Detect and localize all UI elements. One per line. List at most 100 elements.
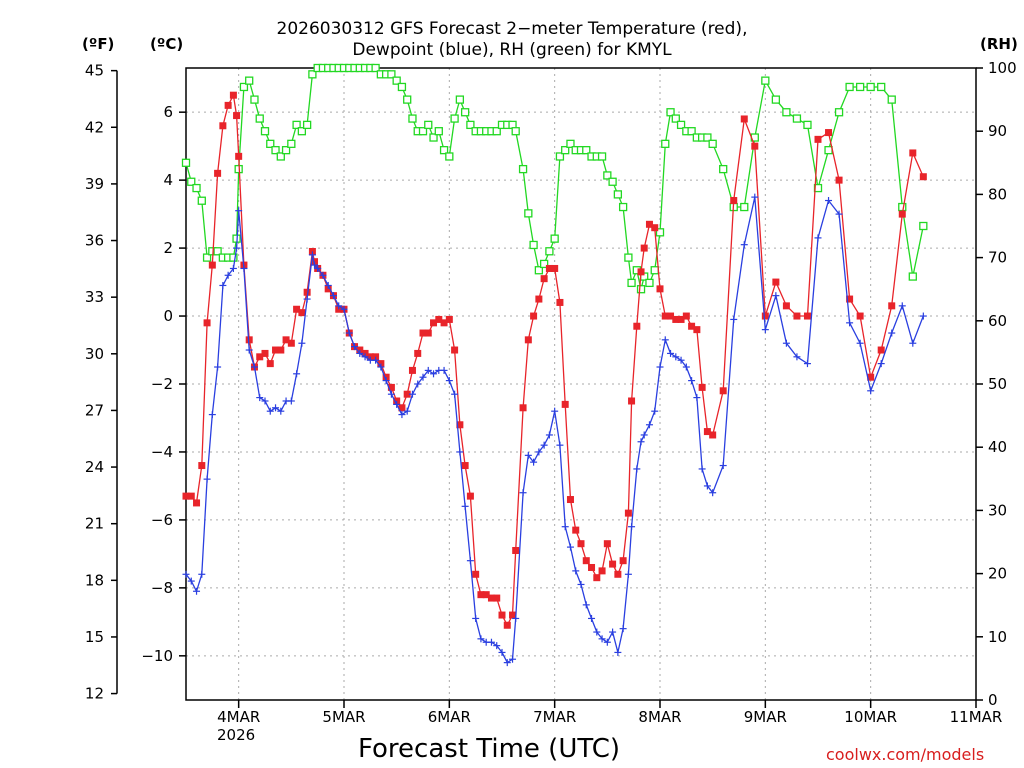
- temperature-point: [509, 611, 517, 619]
- temperature-point: [440, 319, 448, 327]
- temperature-point: [424, 329, 432, 337]
- rh-point: [434, 127, 443, 136]
- rh-point: [450, 114, 459, 123]
- temperature-point: [566, 496, 574, 504]
- rh-point: [792, 114, 802, 123]
- dewpoint-point: [472, 614, 480, 622]
- dewpoint-point: [498, 648, 506, 656]
- x-axis-title: Forecast Time (UTC): [358, 734, 621, 764]
- dewpoint-point: [556, 441, 564, 449]
- temperature-point: [519, 404, 527, 412]
- dewpoint-point: [803, 360, 811, 368]
- temperature-point: [551, 264, 559, 272]
- fahrenheit-tick-label: 42: [85, 118, 104, 136]
- temperature-point: [403, 390, 411, 398]
- fahrenheit-tick-label: 12: [85, 685, 104, 703]
- temperature-point: [619, 557, 627, 565]
- fahrenheit-tick-label: 27: [85, 401, 104, 419]
- dewpoint-point: [398, 411, 406, 419]
- dewpoint-point: [667, 349, 675, 357]
- dewpoint-point: [782, 339, 790, 347]
- dewpoint-point: [909, 339, 917, 347]
- dewpoint-point: [530, 458, 538, 466]
- temperature-point: [888, 302, 896, 310]
- rh-point: [834, 108, 844, 117]
- temperature-point: [761, 312, 769, 320]
- dewpoint-point: [219, 281, 227, 289]
- rh-point: [671, 114, 680, 123]
- dewpoint-point: [577, 580, 585, 588]
- dewpoint-point: [614, 648, 622, 656]
- fahrenheit-tick-label: 33: [85, 288, 104, 306]
- rh-point: [250, 95, 259, 104]
- dewpoint-point: [730, 315, 738, 323]
- rh-tick-label: 60: [988, 312, 1007, 330]
- rh-point: [229, 253, 238, 262]
- temperature-point: [493, 594, 501, 602]
- celsius-tick-label: 2: [163, 239, 173, 257]
- dewpoint-point: [598, 635, 606, 643]
- dewpoint-point: [272, 404, 280, 412]
- dewpoint-point: [456, 448, 464, 456]
- dewpoint-point: [672, 353, 680, 361]
- temperature-point: [272, 346, 280, 354]
- dewpoint-point: [772, 292, 780, 300]
- rh-point: [260, 127, 270, 136]
- dewpoint-point: [487, 638, 495, 646]
- dewpoint-point: [619, 625, 627, 633]
- x-tick-label: 8MAR: [638, 708, 681, 726]
- rh-point: [181, 158, 191, 167]
- fahrenheit-tick-label: 39: [85, 175, 104, 193]
- dewpoint-point: [603, 638, 611, 646]
- dewpoint-point: [414, 380, 422, 388]
- rh-point: [771, 95, 781, 104]
- dewpoint-point: [324, 281, 332, 289]
- temperature-point: [524, 336, 532, 344]
- rh-point: [740, 202, 749, 212]
- rh-point: [271, 146, 280, 155]
- temperature-point: [445, 315, 453, 323]
- rh-point: [529, 240, 538, 250]
- dewpoint-point: [208, 411, 216, 419]
- rh-point: [466, 120, 475, 130]
- rh-point: [845, 82, 854, 92]
- rh-tick-label: 90: [988, 122, 1007, 140]
- rh-point: [708, 139, 717, 148]
- temperature-point: [633, 322, 641, 330]
- dewpoint-point: [867, 387, 875, 395]
- temperature-point: [198, 462, 206, 470]
- rh-point: [239, 82, 249, 92]
- temperature-point: [398, 404, 406, 412]
- rh-point: [824, 146, 833, 155]
- chart-title-line2: Dewpoint (blue), RH (green) for KMYL: [352, 40, 672, 60]
- dewpoint-point: [656, 363, 664, 371]
- dewpoint-point: [551, 407, 559, 415]
- rh-tick-label: 70: [988, 249, 1007, 267]
- rh-point: [403, 95, 412, 104]
- temperature-point: [661, 312, 669, 320]
- rh-tick-label: 100: [988, 59, 1017, 77]
- temperature-point: [561, 400, 569, 408]
- dewpoint-point: [719, 462, 727, 470]
- rh-point: [803, 120, 812, 130]
- temperature-point: [203, 319, 211, 327]
- temperature-point: [456, 421, 464, 429]
- dewpoint-point: [633, 465, 641, 473]
- rh-point: [645, 278, 654, 288]
- plot-frame: [185, 67, 977, 701]
- dewpoint-point: [345, 329, 353, 337]
- dewpoint-point: [846, 319, 854, 327]
- celsius-tick-label: −8: [151, 579, 173, 597]
- fahrenheit-tick-label: 18: [85, 571, 104, 589]
- temperature-point: [229, 91, 237, 99]
- temperature-point: [261, 349, 269, 357]
- temperature-point: [682, 312, 690, 320]
- dewpoint-point: [308, 251, 316, 259]
- rh-point: [255, 114, 264, 123]
- dewpoint-point: [182, 570, 190, 578]
- rh-point: [297, 127, 307, 136]
- dewpoint-point: [240, 264, 248, 272]
- temperature-point: [482, 591, 490, 599]
- dewpoint-point: [298, 339, 306, 347]
- dewpoint-point: [445, 377, 453, 385]
